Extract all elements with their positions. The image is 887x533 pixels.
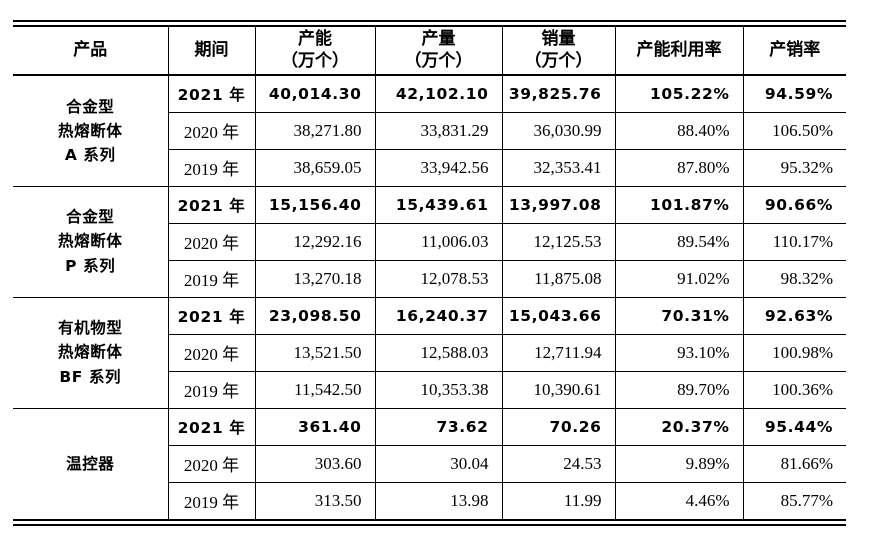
cell-sales: 70.26 [501, 407, 616, 446]
table-row: 2019 年 313.50 13.98 11.99 4.46% 85.77% [13, 481, 847, 520]
cell-output: 11,006.03 [374, 222, 503, 261]
cell-product-thermostat: 温控器 [12, 407, 169, 520]
table-row: 2020 年 13,521.50 12,588.03 12,711.94 93.… [13, 333, 847, 372]
cell-utilization: 87.80% [614, 148, 744, 187]
cell-sales: 15,043.66 [501, 296, 616, 335]
cell-output: 12,078.53 [374, 259, 503, 298]
cell-ratio: 95.44% [742, 407, 847, 446]
table-row: 2020 年 303.60 30.04 24.53 9.89% 81.66% [13, 444, 847, 483]
col-header-capacity: 产能 （万个） [254, 26, 376, 76]
cell-period: 2021 年 [167, 296, 256, 335]
cell-sales: 36,030.99 [501, 111, 616, 150]
table-row: 2020 年 12,292.16 11,006.03 12,125.53 89.… [13, 222, 847, 261]
cell-capacity: 303.60 [254, 444, 376, 483]
cell-capacity: 313.50 [254, 481, 376, 520]
cell-sales: 12,711.94 [501, 333, 616, 372]
cell-capacity: 11,542.50 [254, 370, 376, 409]
cell-capacity: 23,098.50 [254, 296, 376, 335]
table-row: 2020 年 38,271.80 33,831.29 36,030.99 88.… [13, 111, 847, 150]
cell-capacity: 38,271.80 [254, 111, 376, 150]
table-row: 合金型 热熔断体 A 系列 2021 年 40,014.30 42,102.10… [12, 74, 847, 187]
cell-sales: 13,997.08 [501, 185, 616, 224]
cell-sales: 11.99 [501, 481, 616, 520]
cell-ratio: 100.98% [742, 333, 847, 372]
cell-capacity: 13,521.50 [254, 333, 376, 372]
cell-utilization: 9.89% [614, 444, 744, 483]
cell-capacity: 12,292.16 [254, 222, 376, 261]
cell-utilization: 101.87% [614, 185, 744, 224]
production-sales-table: 产品 期间 产能 （万个） 产量 （万个） 销量 （万个） 产能利用率 产销率 … [12, 26, 847, 520]
cell-ratio: 100.36% [742, 370, 847, 409]
cell-sales: 10,390.61 [501, 370, 616, 409]
cell-period: 2019 年 [167, 259, 256, 298]
cell-period: 2021 年 [167, 185, 256, 224]
col-header-sales: 销量 （万个） [501, 26, 616, 76]
cell-period: 2020 年 [167, 222, 256, 261]
cell-utilization: 88.40% [614, 111, 744, 150]
cell-ratio: 98.32% [742, 259, 847, 298]
cell-output: 73.62 [374, 407, 503, 446]
table-row: 有机物型 热熔断体 BF 系列 2021 年 23,098.50 16,240.… [12, 296, 847, 409]
col-header-output: 产量 （万个） [374, 26, 503, 76]
cell-ratio: 95.32% [742, 148, 847, 187]
cell-utilization: 89.70% [614, 370, 744, 409]
cell-sales: 12,125.53 [501, 222, 616, 261]
cell-product-a-series: 合金型 热熔断体 A 系列 [12, 74, 169, 187]
cell-period: 2020 年 [167, 333, 256, 372]
cell-sales: 39,825.76 [501, 74, 616, 113]
cell-ratio: 81.66% [742, 444, 847, 483]
col-header-ratio: 产销率 [742, 26, 847, 76]
table-row: 合金型 热熔断体 P 系列 2021 年 15,156.40 15,439.61… [12, 185, 847, 298]
cell-sales: 32,353.41 [501, 148, 616, 187]
cell-period: 2021 年 [167, 74, 256, 113]
cell-utilization: 70.31% [614, 296, 744, 335]
cell-period: 2019 年 [167, 481, 256, 520]
cell-utilization: 105.22% [614, 74, 744, 113]
table-row: 温控器 2021 年 361.40 73.62 70.26 20.37% 95.… [12, 407, 847, 520]
cell-period: 2021 年 [167, 407, 256, 446]
table-row: 2019 年 38,659.05 33,942.56 32,353.41 87.… [13, 148, 847, 187]
cell-sales: 11,875.08 [501, 259, 616, 298]
header-row: 产品 期间 产能 （万个） 产量 （万个） 销量 （万个） 产能利用率 产销率 [12, 26, 847, 76]
cell-capacity: 361.40 [254, 407, 376, 446]
cell-output: 42,102.10 [374, 74, 503, 113]
cell-utilization: 91.02% [614, 259, 744, 298]
col-header-product: 产品 [12, 26, 169, 76]
cell-period: 2019 年 [167, 148, 256, 187]
cell-output: 15,439.61 [374, 185, 503, 224]
cell-output: 13.98 [374, 481, 503, 520]
cell-period: 2020 年 [167, 111, 256, 150]
cell-period: 2020 年 [167, 444, 256, 483]
cell-output: 12,588.03 [374, 333, 503, 372]
cell-capacity: 13,270.18 [254, 259, 376, 298]
cell-ratio: 110.17% [742, 222, 847, 261]
col-header-period: 期间 [167, 26, 256, 76]
cell-utilization: 89.54% [614, 222, 744, 261]
cell-output: 16,240.37 [374, 296, 503, 335]
cell-period: 2019 年 [167, 370, 256, 409]
cell-utilization: 93.10% [614, 333, 744, 372]
table-row: 2019 年 13,270.18 12,078.53 11,875.08 91.… [13, 259, 847, 298]
cell-capacity: 38,659.05 [254, 148, 376, 187]
cell-output: 10,353.38 [374, 370, 503, 409]
production-sales-table-wrap: 产品 期间 产能 （万个） 产量 （万个） 销量 （万个） 产能利用率 产销率 … [12, 20, 847, 526]
cell-output: 30.04 [374, 444, 503, 483]
cell-output: 33,831.29 [374, 111, 503, 150]
cell-ratio: 85.77% [742, 481, 847, 520]
cell-product-p-series: 合金型 热熔断体 P 系列 [12, 185, 169, 298]
cell-sales: 24.53 [501, 444, 616, 483]
cell-capacity: 40,014.30 [254, 74, 376, 113]
cell-utilization: 20.37% [614, 407, 744, 446]
cell-ratio: 94.59% [742, 74, 847, 113]
cell-ratio: 106.50% [742, 111, 847, 150]
col-header-utilization: 产能利用率 [614, 26, 744, 76]
cell-product-bf-series: 有机物型 热熔断体 BF 系列 [12, 296, 169, 409]
cell-utilization: 4.46% [614, 481, 744, 520]
cell-output: 33,942.56 [374, 148, 503, 187]
cell-capacity: 15,156.40 [254, 185, 376, 224]
cell-ratio: 92.63% [742, 296, 847, 335]
cell-ratio: 90.66% [742, 185, 847, 224]
